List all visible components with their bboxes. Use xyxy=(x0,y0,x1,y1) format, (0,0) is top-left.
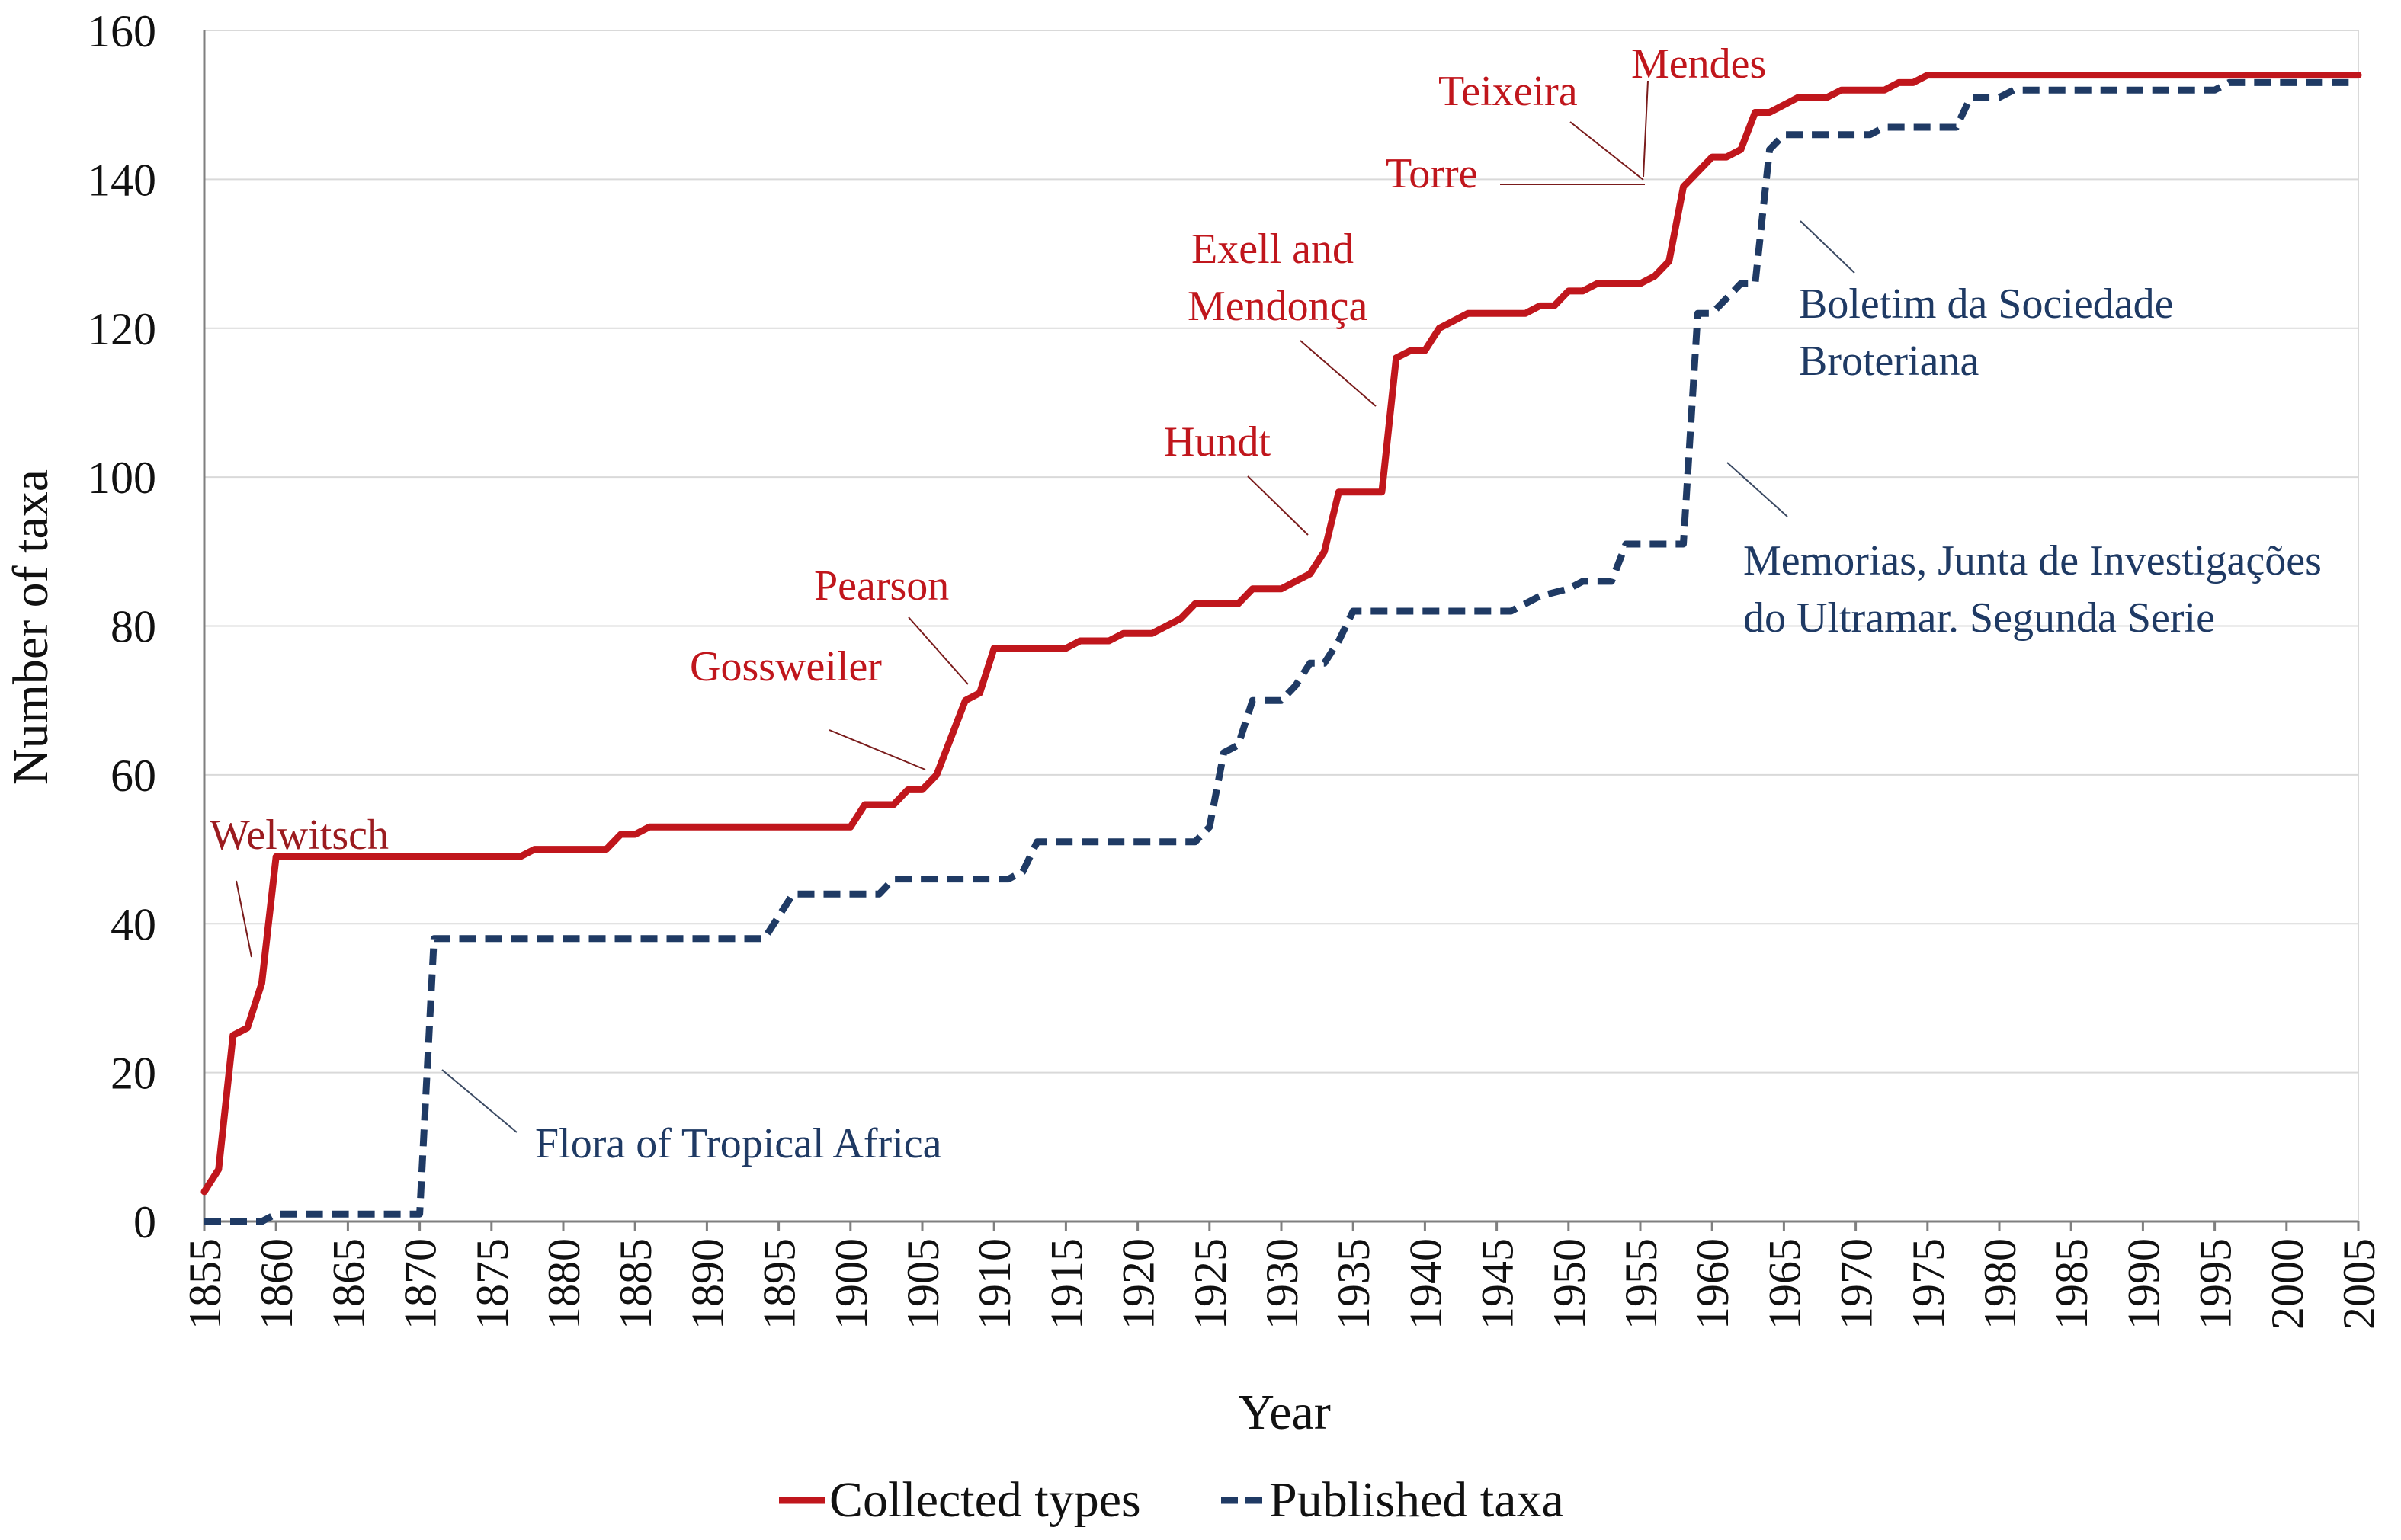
annotation-exell-line2: Mendonça xyxy=(1188,283,1368,330)
series-line-published-taxa xyxy=(204,78,2358,1225)
x-tick-label-1855: 1855 xyxy=(180,1238,230,1330)
annotation-teixeira: Teixeira xyxy=(1438,68,1578,115)
y-tick-label-40: 40 xyxy=(111,899,156,949)
x-tick-label-1880: 1880 xyxy=(539,1238,589,1330)
x-tick-label-1920: 1920 xyxy=(1114,1238,1164,1330)
leader-line-9 xyxy=(1800,220,1855,274)
x-tick-label-1910: 1910 xyxy=(970,1238,1020,1330)
x-tick-label-1970: 1970 xyxy=(1832,1238,1882,1330)
y-tick-label-140: 140 xyxy=(88,155,156,205)
y-axis-title: Number of taxa xyxy=(3,469,59,785)
legend-label-published: Published taxa xyxy=(1269,1472,1564,1528)
x-tick-label-1905: 1905 xyxy=(898,1238,948,1330)
leader-line-1 xyxy=(829,729,926,770)
x-tick-label-1925: 1925 xyxy=(1185,1238,1236,1330)
x-tick-labels: 1855 1860 1865 1870 1875 1880 1885 1890 1895 1900… xyxy=(180,1238,2384,1330)
annotation-flora-tropical-africa: Flora of Tropical Africa xyxy=(535,1120,942,1167)
x-axis-title: Year xyxy=(1238,1385,1331,1440)
y-tick-label-120: 120 xyxy=(88,304,156,354)
y-tick-label-0: 0 xyxy=(133,1197,156,1247)
y-tick-label-100: 100 xyxy=(88,453,156,503)
annotation-exell-line1: Exell and xyxy=(1191,226,1354,273)
gridlines xyxy=(204,30,2359,1221)
x-tick-label-1965: 1965 xyxy=(1759,1238,1810,1330)
x-tick-label-1940: 1940 xyxy=(1400,1238,1451,1330)
annotation-pearson: Pearson xyxy=(814,562,949,610)
x-tick-label-1955: 1955 xyxy=(1616,1238,1666,1330)
series-line-collected-types xyxy=(200,72,2362,1196)
series-lines xyxy=(200,72,2362,1225)
y-tick-labels: 0 20 40 60 80 100 120 140 160 xyxy=(88,6,156,1247)
x-tick-label-1950: 1950 xyxy=(1544,1238,1595,1330)
x-tick-label-1895: 1895 xyxy=(755,1238,805,1330)
x-tick-label-2005: 2005 xyxy=(2334,1238,2384,1330)
y-tick-label-60: 60 xyxy=(111,751,156,801)
x-tick-label-1985: 1985 xyxy=(2047,1238,2097,1330)
annotation-hundt: Hundt xyxy=(1164,418,1271,466)
x-tick-label-1875: 1875 xyxy=(467,1238,518,1330)
x-tick-label-1865: 1865 xyxy=(323,1238,373,1330)
x-tick-label-1885: 1885 xyxy=(611,1238,661,1330)
annotation-gossweiler: Gossweiler xyxy=(690,643,882,690)
x-tick-label-1960: 1960 xyxy=(1688,1238,1738,1330)
leader-line-4 xyxy=(1300,340,1377,407)
annotation-boletim-line2: Broteriana xyxy=(1799,338,1979,385)
leader-line-8 xyxy=(441,1069,518,1133)
legend: Collected types Published taxa xyxy=(779,1472,1564,1528)
x-tick-label-1980: 1980 xyxy=(1975,1238,2025,1330)
annotation-mendes: Mendes xyxy=(1631,40,1766,88)
y-tick-label-160: 160 xyxy=(88,6,156,56)
x-tick-label-1995: 1995 xyxy=(2191,1238,2241,1330)
annotation-torre: Torre xyxy=(1386,150,1477,197)
y-tick-label-20: 20 xyxy=(111,1049,156,1099)
x-tick-label-1900: 1900 xyxy=(826,1238,877,1330)
x-tick-label-1915: 1915 xyxy=(1041,1238,1092,1330)
annotation-memorias-line2: do Ultramar. Segunda Serie xyxy=(1743,594,2215,642)
x-tick-label-2000: 2000 xyxy=(2262,1238,2313,1330)
x-tick-label-1930: 1930 xyxy=(1257,1238,1307,1330)
leader-line-7 xyxy=(1643,80,1649,178)
x-tick-label-1935: 1935 xyxy=(1329,1238,1379,1330)
leader-line-2 xyxy=(908,616,969,685)
axes xyxy=(203,30,2360,1231)
leader-line-3 xyxy=(1247,475,1309,536)
leader-line-0 xyxy=(236,880,252,958)
annotation-welwitsch: Welwitsch xyxy=(210,812,389,859)
annotation-memorias-line1: Memorias, Junta de Investigações xyxy=(1743,537,2322,584)
legend-label-collected: Collected types xyxy=(829,1472,1141,1528)
y-tick-label-80: 80 xyxy=(111,602,156,652)
x-tick-label-1890: 1890 xyxy=(682,1238,732,1330)
x-tick-label-1860: 1860 xyxy=(252,1238,302,1330)
leader-line-6 xyxy=(1569,121,1644,181)
leader-line-10 xyxy=(1726,462,1788,517)
x-tick-label-1945: 1945 xyxy=(1473,1238,1523,1330)
x-tick-label-1870: 1870 xyxy=(396,1238,446,1330)
x-tick-label-1990: 1990 xyxy=(2118,1238,2169,1330)
x-tick-label-1975: 1975 xyxy=(1903,1238,1954,1330)
annotation-boletim-line1: Boletim da Sociedade xyxy=(1799,280,2173,328)
annotation-leader-lines xyxy=(236,80,1855,1133)
